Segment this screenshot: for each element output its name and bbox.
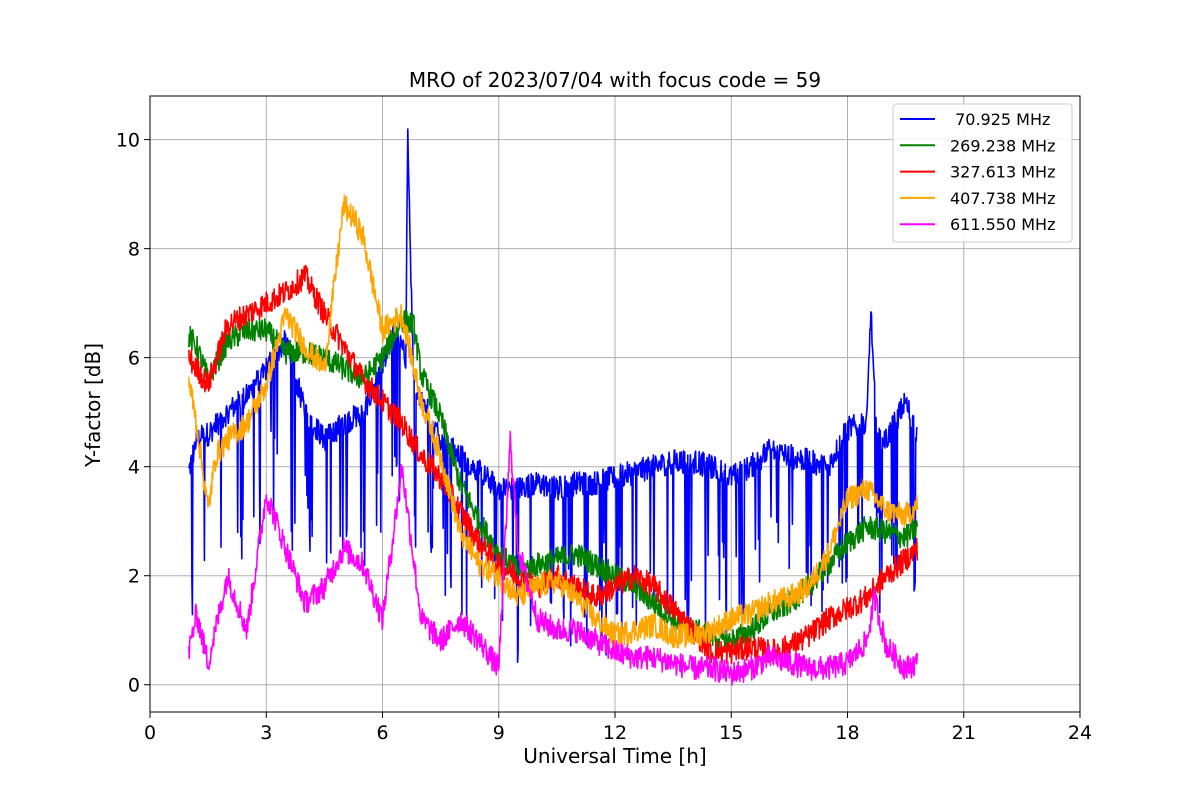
y-axis-label: Y-factor [dB] (81, 343, 105, 468)
legend-label: 611.550 MHz (950, 215, 1055, 234)
y-tick-label: 0 (128, 675, 140, 697)
x-tick-label: 0 (144, 722, 156, 744)
series-line-4 (188, 194, 919, 649)
legend: 70.925 MHz 269.238 MHz 327.613 MHz 407.738 … (892, 103, 1073, 243)
y-axis: 0 2 4 6 8 10 (116, 130, 150, 697)
x-tick-label: 9 (493, 722, 505, 744)
x-axis-label: Universal Time [h] (523, 744, 706, 768)
x-tick-label: 3 (260, 722, 272, 744)
y-tick-label: 2 (128, 566, 140, 588)
x-tick-label: 21 (952, 722, 976, 744)
series-line-3 (188, 264, 919, 665)
x-tick-label: 24 (1068, 722, 1092, 744)
series-line-1 (188, 128, 919, 663)
y-tick-label: 6 (128, 348, 140, 370)
legend-label: 269.238 MHz (950, 136, 1055, 155)
series-line-5 (188, 430, 919, 686)
x-tick-label: 15 (719, 722, 743, 744)
x-tick-label: 18 (835, 722, 859, 744)
y-tick-label: 10 (116, 130, 140, 152)
series-layer (188, 128, 919, 686)
chart-title: MRO of 2023/07/04 with focus code = 59 (409, 68, 821, 92)
x-tick-label: 6 (376, 722, 388, 744)
y-tick-label: 8 (128, 239, 140, 261)
y-tick-label: 4 (128, 457, 140, 479)
x-axis: 0 3 6 9 12 15 18 21 24 (144, 712, 1092, 744)
legend-label: 70.925 MHz (950, 110, 1050, 129)
legend-label: 327.613 MHz (950, 163, 1055, 182)
legend-box (892, 103, 1073, 243)
x-tick-label: 12 (603, 722, 627, 744)
legend-label: 407.738 MHz (950, 189, 1055, 208)
